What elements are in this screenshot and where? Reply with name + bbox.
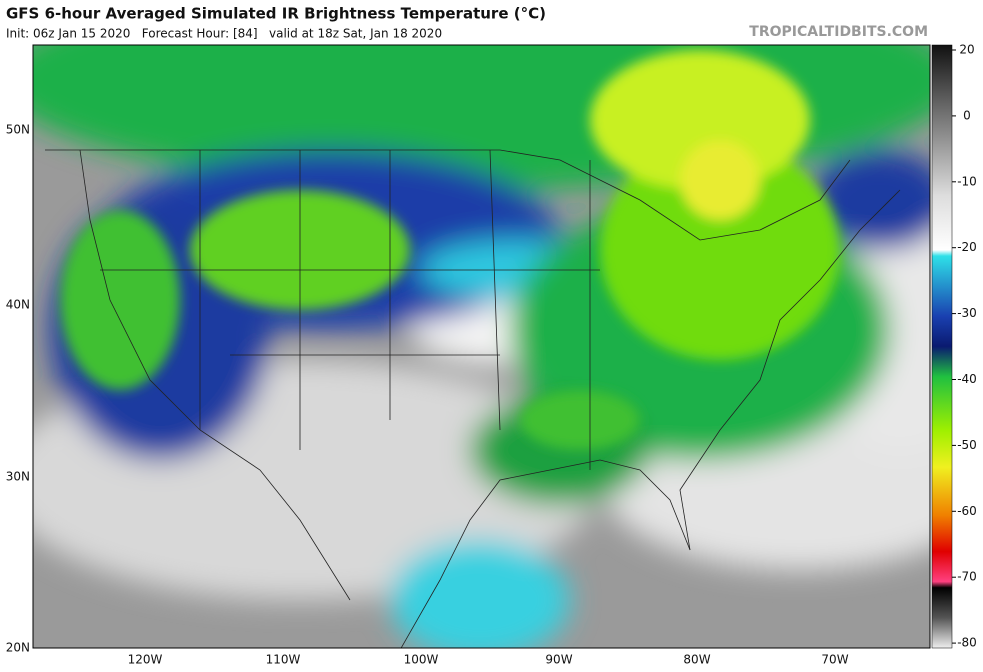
colorbar-label: -80: [957, 636, 977, 650]
colorbar-label: -10: [957, 174, 977, 188]
site-label: TROPICALTIDBITS.COM: [749, 24, 928, 40]
lon-label: 80W: [683, 653, 710, 667]
colorbar-label: -50: [957, 438, 977, 452]
map-frame: [32, 44, 931, 649]
colorbar-label: -30: [957, 306, 977, 320]
lon-label: 110W: [266, 653, 301, 667]
lat-label: 40N: [6, 298, 30, 312]
lat-label: 30N: [6, 470, 30, 484]
lon-label: 100W: [404, 653, 439, 667]
lat-label: 50N: [6, 123, 30, 137]
lat-label: 20N: [6, 641, 30, 655]
lon-label: 120W: [128, 653, 163, 667]
subtitle: Init: 06z Jan 15 2020 Forecast Hour: [84…: [6, 27, 442, 41]
colorbar-label: -70: [957, 570, 977, 584]
colorbar-label: 20: [959, 43, 974, 57]
lon-label: 70W: [821, 653, 848, 667]
lon-label: 90W: [545, 653, 572, 667]
title: GFS 6-hour Averaged Simulated IR Brightn…: [6, 5, 546, 23]
colorbar-label: -40: [957, 372, 977, 386]
colorbar-label: -20: [957, 240, 977, 254]
colorbar-label: 0: [963, 108, 971, 122]
colorbar: [931, 44, 953, 649]
colorbar-label: -60: [957, 504, 977, 518]
